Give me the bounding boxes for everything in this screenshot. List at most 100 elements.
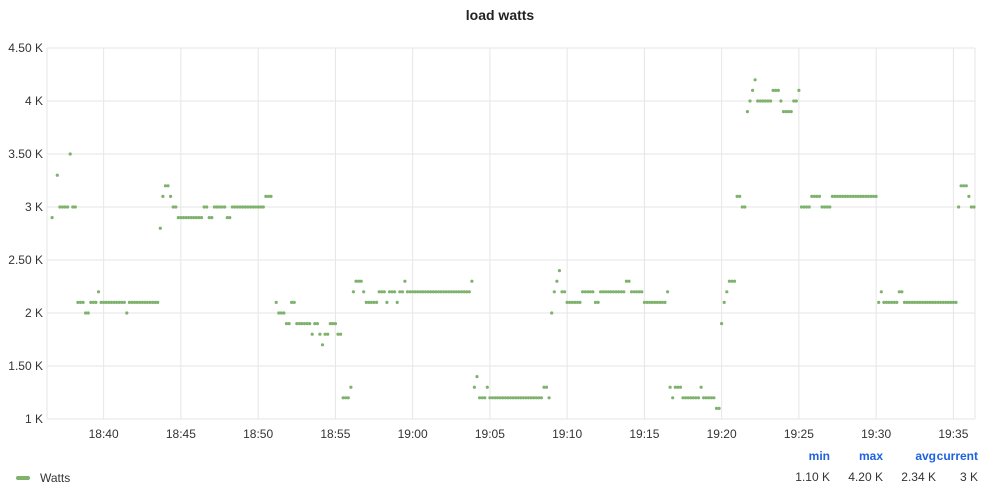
- data-point: [817, 194, 822, 198]
- data-point: [259, 205, 263, 209]
- y-axis-ticks: 1 K 1.50 K 2 K 2.50 K 3 K 3.50 K 4 K 4.50 K: [8, 41, 43, 426]
- y-tick-label: 3 K: [25, 200, 43, 214]
- data-point: [485, 385, 489, 389]
- data-point: [725, 290, 729, 294]
- data-point: [586, 290, 590, 294]
- stat-max: max 4.20 K: [823, 449, 883, 484]
- data-point: [326, 332, 330, 336]
- data-point: [882, 300, 886, 304]
- data-point: [810, 194, 814, 198]
- data-point: [194, 216, 198, 220]
- data-point: [583, 290, 587, 294]
- data-point: [524, 396, 528, 400]
- legend-label-watts[interactable]: Watts: [40, 471, 71, 485]
- data-point: [812, 194, 817, 198]
- data-point: [102, 300, 106, 304]
- data-point: [890, 300, 894, 304]
- x-tick-label: 18:40: [89, 427, 119, 441]
- data-point: [233, 205, 237, 209]
- data-point: [210, 216, 214, 220]
- data-point: [447, 290, 451, 294]
- data-point: [138, 300, 142, 304]
- data-point: [472, 385, 476, 389]
- stat-current-header[interactable]: current: [936, 449, 978, 463]
- data-point: [609, 290, 613, 294]
- data-point: [254, 205, 258, 209]
- data-point: [835, 194, 840, 198]
- data-point: [544, 385, 549, 389]
- data-point: [295, 322, 299, 326]
- data-point: [923, 300, 927, 304]
- data-point: [740, 205, 744, 209]
- data-point: [127, 300, 131, 304]
- data-point: [892, 300, 896, 304]
- data-point: [179, 216, 183, 220]
- data-point: [807, 205, 811, 209]
- data-point: [617, 290, 621, 294]
- data-point: [421, 290, 425, 294]
- data-point: [344, 396, 348, 400]
- data-point: [763, 99, 768, 103]
- data-point: [514, 396, 518, 400]
- stat-avg-header[interactable]: avg: [915, 449, 936, 463]
- data-point: [792, 99, 796, 103]
- data-point: [581, 290, 585, 294]
- data-point: [431, 290, 435, 294]
- data-point: [277, 311, 281, 315]
- data-point: [756, 99, 760, 103]
- x-tick-label: 19:25: [784, 427, 814, 441]
- data-point: [156, 300, 160, 304]
- data-point: [382, 290, 386, 294]
- data-point: [570, 300, 574, 304]
- data-point: [269, 194, 273, 198]
- data-point: [331, 322, 335, 326]
- data-point: [946, 300, 950, 304]
- data-point: [140, 300, 144, 304]
- data-point: [969, 205, 974, 209]
- data-point: [143, 300, 147, 304]
- data-point: [109, 300, 113, 304]
- data-point: [815, 194, 819, 198]
- data-point: [60, 205, 65, 209]
- data-point: [153, 300, 157, 304]
- data-point: [539, 396, 544, 400]
- data-point: [223, 205, 227, 209]
- data-point: [774, 88, 778, 92]
- data-point: [187, 216, 191, 220]
- data-point: [841, 194, 845, 198]
- data-point: [936, 300, 940, 304]
- data-point: [825, 205, 829, 209]
- data-point: [560, 290, 564, 294]
- data-point: [393, 290, 397, 294]
- data-point: [91, 300, 95, 304]
- stat-min-header[interactable]: min: [808, 449, 830, 463]
- data-point: [238, 205, 242, 209]
- data-point: [591, 290, 595, 294]
- series-watts: [50, 78, 976, 410]
- data-point: [380, 290, 384, 294]
- data-point: [676, 385, 680, 389]
- data-point: [900, 290, 904, 294]
- data-point: [555, 279, 559, 283]
- stat-max-header[interactable]: max: [858, 449, 883, 463]
- data-point: [748, 99, 752, 103]
- data-point: [197, 216, 201, 220]
- data-point: [436, 290, 440, 294]
- data-point: [256, 205, 260, 209]
- data-point: [830, 194, 835, 198]
- data-point: [846, 194, 850, 198]
- legend[interactable]: Watts: [16, 471, 70, 485]
- data-point: [493, 396, 497, 400]
- data-point: [635, 290, 639, 294]
- data-point: [308, 322, 312, 326]
- data-point: [895, 300, 899, 304]
- data-point: [856, 194, 860, 198]
- data-point: [619, 290, 623, 294]
- data-point: [732, 279, 737, 283]
- y-tick-label: 4.50 K: [8, 41, 43, 55]
- data-point: [470, 279, 474, 283]
- data-point: [797, 88, 801, 92]
- data-point: [823, 205, 827, 209]
- data-point: [689, 396, 693, 400]
- data-point: [624, 279, 629, 283]
